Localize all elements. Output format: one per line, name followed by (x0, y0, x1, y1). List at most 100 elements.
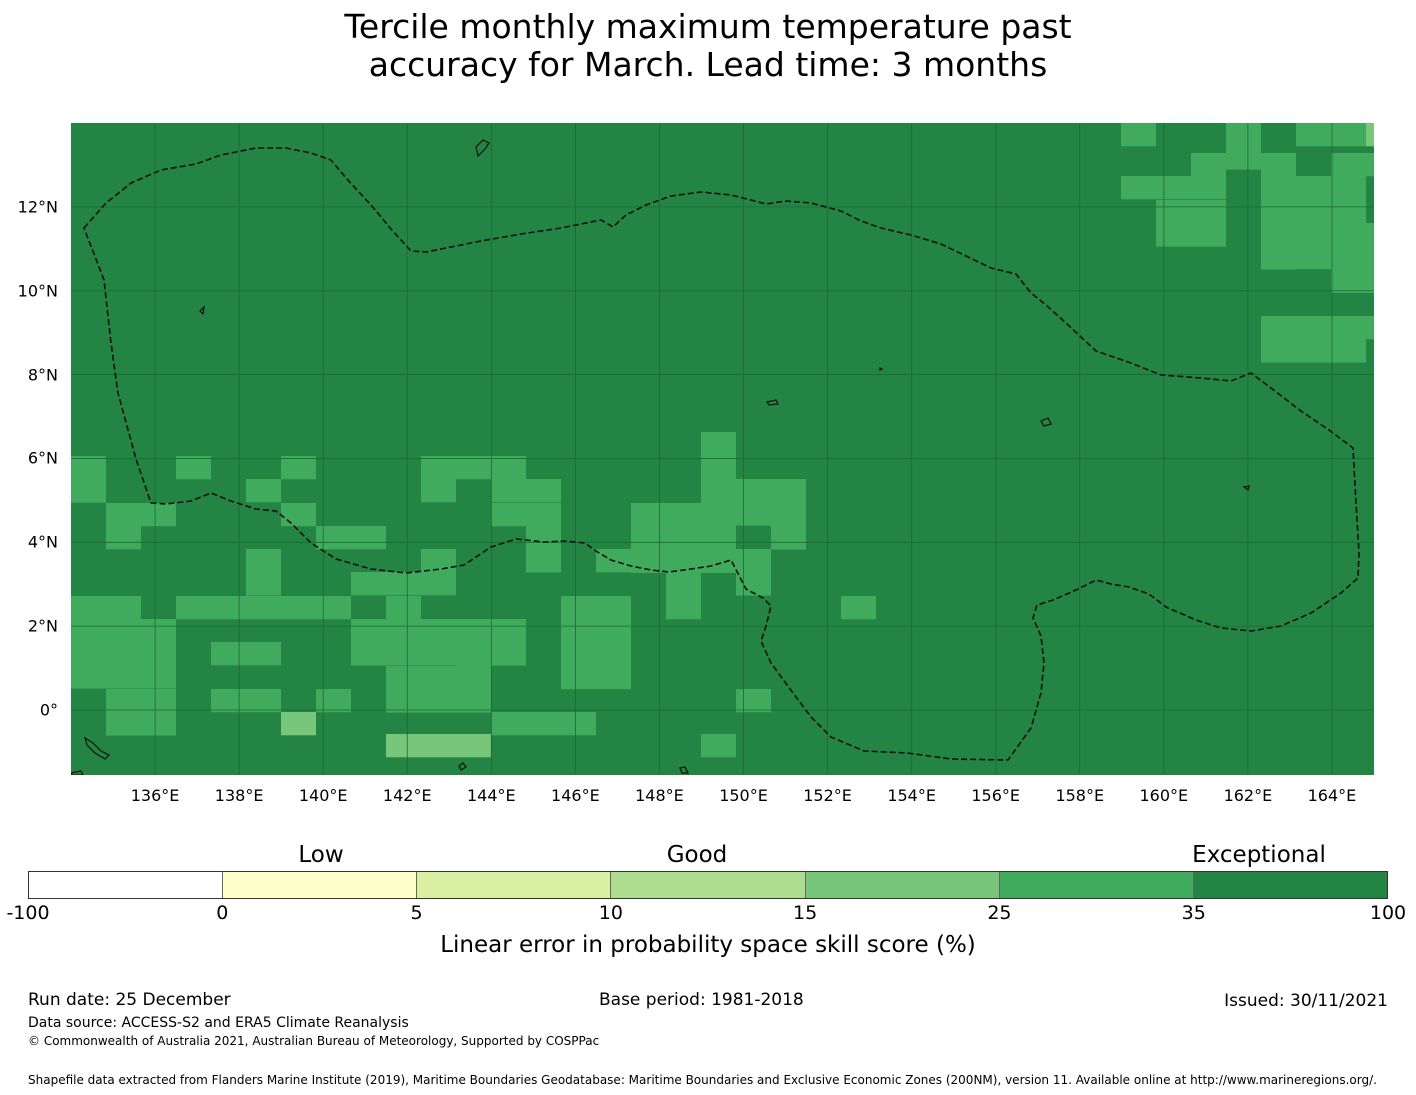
skill-cell (71, 619, 176, 643)
longitude-tick-label: 164°E (1307, 786, 1357, 805)
skill-cell (491, 712, 596, 736)
skill-cell (421, 734, 491, 758)
skill-cell (1191, 153, 1226, 177)
colorbar-category-low: Low (298, 842, 344, 868)
map-canvas (71, 123, 1374, 775)
skill-cell (491, 503, 561, 527)
colorbar-category-good: Good (666, 842, 728, 868)
longitude-tick-label: 146°E (551, 786, 600, 805)
skill-cell (176, 596, 316, 620)
longitude-tick-label: 162°E (1223, 786, 1273, 805)
island-yap (199, 305, 205, 316)
colorbar-tick-label: 0 (216, 902, 229, 924)
longitude-tick-label: 156°E (971, 786, 1021, 805)
skill-cell (736, 689, 771, 713)
longitude-tick-label: 158°E (1055, 786, 1105, 805)
colorbar-tick-label: 15 (793, 902, 818, 924)
longitude-tick-label: 140°E (298, 786, 348, 805)
skill-cell (1296, 123, 1366, 147)
skill-cell (421, 549, 456, 573)
skill-cell (1121, 123, 1156, 147)
skill-cell (281, 503, 316, 527)
skill-cell (1366, 123, 1374, 147)
skill-cell (176, 456, 211, 480)
skill-cell (1261, 153, 1296, 270)
skill-map (71, 123, 1374, 775)
colorbar-segment (999, 872, 1194, 898)
skill-cell (71, 456, 106, 503)
skill-cell (246, 549, 281, 596)
longitude-tick-label: 144°E (466, 786, 516, 805)
colorbar-segment (611, 872, 806, 898)
latitude-tick-label: 12°N (17, 197, 58, 217)
longitude-tick-label: 138°E (214, 786, 264, 805)
colorbar-segment (805, 872, 1000, 898)
skill-cell (1226, 123, 1261, 170)
skill-cell (666, 526, 701, 620)
colorbar-segment (223, 872, 418, 898)
island-manus (679, 766, 689, 774)
skill-cell (386, 734, 421, 758)
copyright-notice: © Commonwealth of Australia 2021, Austra… (28, 1034, 600, 1048)
latitude-tick-label: 2°N (27, 616, 58, 636)
longitude-tick-label: 136°E (130, 786, 180, 805)
skill-cell (736, 549, 771, 596)
base-period: Base period: 1981-2018 (599, 990, 804, 1010)
colorbar-segment (417, 872, 612, 898)
island-outlines (71, 139, 1250, 775)
skill-cell (701, 432, 736, 526)
island-chuuk (766, 399, 779, 406)
colorbar-tick-label: -100 (6, 902, 50, 924)
skill-cell (351, 619, 526, 666)
colorbar-category-exceptional: Exceptional (1192, 842, 1326, 868)
skill-cells (71, 123, 1374, 758)
skill-cell (71, 596, 141, 620)
skill-cell (316, 689, 351, 713)
colorbar-tick-label: 35 (1181, 902, 1206, 924)
skill-cell (106, 503, 176, 527)
skill-cell (456, 642, 491, 712)
skill-cell (106, 526, 141, 550)
skill-cell (526, 526, 561, 573)
island-north-png (83, 736, 111, 760)
island-pohnpei (1040, 417, 1052, 427)
longitude-tick-label: 154°E (887, 786, 936, 805)
skill-cell (771, 503, 806, 550)
skill-cell (316, 596, 351, 620)
longitude-tick-label: 150°E (719, 786, 768, 805)
issued-date: Issued: 30/11/2021 (1224, 991, 1388, 1011)
colorbar-tick-label: 25 (987, 902, 1012, 924)
skill-cell (281, 712, 316, 736)
island-islets-1 (458, 762, 467, 771)
skill-cell (701, 734, 736, 758)
island-islets-2 (71, 770, 84, 775)
skill-cell (211, 689, 281, 713)
skill-cell (491, 479, 561, 503)
colorbar-tick-label: 10 (598, 902, 623, 924)
title-line-2: accuracy for March. Lead time: 3 months (368, 45, 1048, 84)
latitude-tick-label: 4°N (27, 532, 58, 552)
skill-cell (421, 479, 456, 503)
longitude-tick-label: 160°E (1139, 786, 1189, 805)
skill-cell (1366, 316, 1374, 340)
skill-cell (316, 526, 386, 550)
skill-cell (1156, 176, 1226, 200)
skill-cell (281, 456, 316, 480)
skill-cell (561, 596, 631, 690)
colorbar-segment (29, 872, 224, 898)
colorbar-tick-label: 100 (1369, 902, 1407, 924)
latitude-tick-label: 8°N (27, 365, 58, 385)
run-date: Run date: 25 December (28, 990, 231, 1010)
longitude-tick-label: 152°E (803, 786, 852, 805)
island-guam (475, 139, 490, 158)
skill-cell (351, 572, 456, 596)
skill-cell (1331, 153, 1374, 177)
skill-cell (421, 456, 526, 480)
latitude-tick-label: 6°N (27, 448, 58, 468)
title-line-1: Tercile monthly maximum temperature past (344, 7, 1072, 46)
skill-cell (1296, 339, 1366, 363)
island-kosrae (1242, 485, 1250, 492)
latitude-tick-label: 0° (39, 700, 58, 720)
longitude-tick-label: 148°E (635, 786, 684, 805)
skill-cell (246, 479, 281, 503)
